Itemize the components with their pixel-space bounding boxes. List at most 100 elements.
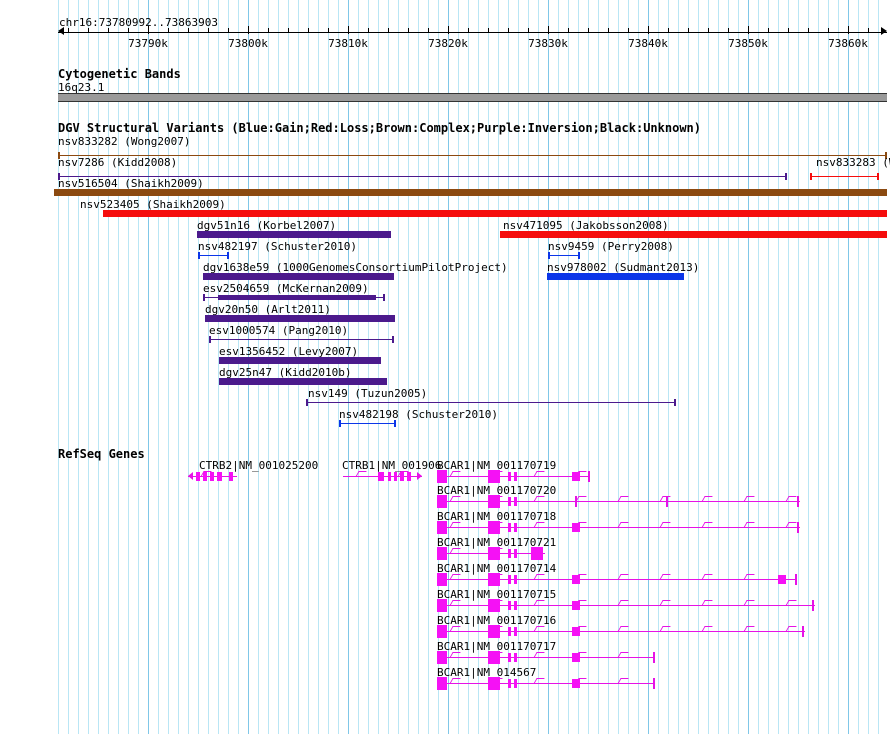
dgv-variant-label[interactable]: dgv51n16 (Korbel2007)	[197, 219, 337, 232]
dgv-variant-label[interactable]: nsv482197 (Schuster2010)	[198, 240, 357, 253]
dgv-variant-label[interactable]: nsv833282 (Wong2007)	[58, 135, 191, 148]
refseq-gene-model[interactable]	[0, 651, 890, 664]
gene-exon[interactable]	[488, 470, 500, 483]
refseq-gene-model[interactable]	[0, 573, 890, 586]
dgv-variant-label[interactable]: nsv149 (Tuzun2005)	[308, 387, 428, 400]
dgv-variant-label[interactable]: nsv978002 (Sudmant2013)	[547, 261, 700, 274]
gene-exon[interactable]	[572, 523, 580, 532]
refseq-gene-model[interactable]	[0, 470, 890, 483]
dgv-variant-bar[interactable]	[548, 255, 580, 256]
gene-exon[interactable]	[514, 472, 517, 481]
refseq-gene-model[interactable]	[0, 470, 890, 483]
gene-exon[interactable]	[572, 627, 580, 636]
gene-exon[interactable]	[514, 601, 517, 610]
gene-exon[interactable]	[437, 651, 447, 664]
gene-exon[interactable]	[203, 472, 207, 481]
gene-exon[interactable]	[572, 575, 580, 584]
gene-exon[interactable]	[514, 679, 517, 688]
refseq-gene-label[interactable]: CTRB1|NM_001906	[342, 459, 442, 472]
gene-exon[interactable]	[508, 523, 511, 532]
cytoband-bar[interactable]	[58, 93, 887, 102]
gene-exon[interactable]	[488, 625, 500, 638]
refseq-gene-label[interactable]: BCAR1|NM_001170714	[437, 562, 557, 575]
gene-exon[interactable]	[437, 573, 447, 586]
gene-exon[interactable]	[508, 627, 511, 636]
gene-exon[interactable]	[572, 472, 580, 481]
dgv-variant-label[interactable]: nsv523405 (Shaikh2009)	[80, 198, 226, 211]
dgv-variant-bar[interactable]	[58, 176, 787, 177]
dgv-variant-label[interactable]: esv1356452 (Levy2007)	[219, 345, 359, 358]
gene-exon[interactable]	[508, 679, 511, 688]
dgv-variant-label[interactable]: dgv1638e59 (1000GenomesConsortiumPilotPr…	[203, 261, 508, 274]
gene-exon[interactable]	[437, 547, 447, 560]
gene-exon[interactable]	[437, 677, 447, 690]
dgv-variant-label[interactable]: nsv516504 (Shaikh2009)	[58, 177, 204, 190]
gene-exon[interactable]	[437, 599, 447, 612]
dgv-variant-bar[interactable]	[339, 423, 396, 424]
refseq-gene-label[interactable]: BCAR1|NM_001170721	[437, 536, 557, 549]
gene-exon[interactable]	[531, 547, 543, 560]
gene-exon[interactable]	[572, 679, 580, 688]
dgv-variant-bar[interactable]	[203, 273, 394, 280]
refseq-gene-label[interactable]: BCAR1|NM_001170719	[437, 459, 557, 472]
dgv-variant-bar[interactable]	[198, 255, 229, 256]
gene-exon[interactable]	[508, 549, 511, 558]
refseq-gene-model[interactable]	[0, 599, 890, 612]
dgv-variant-bar[interactable]	[205, 315, 395, 322]
gene-exon[interactable]	[514, 653, 517, 662]
gene-exon[interactable]	[400, 472, 404, 481]
gene-exon[interactable]	[514, 549, 517, 558]
gene-exon[interactable]	[488, 599, 500, 612]
dgv-variant-label[interactable]: dgv25n47 (Kidd2010b)	[219, 366, 352, 379]
gene-exon[interactable]	[572, 653, 580, 662]
gene-exon[interactable]	[488, 547, 500, 560]
gene-exon[interactable]	[378, 472, 384, 481]
gene-exon[interactable]	[488, 521, 500, 534]
gene-exon[interactable]	[437, 625, 447, 638]
dgv-variant-bar[interactable]	[219, 357, 381, 364]
gene-exon[interactable]	[196, 472, 200, 481]
gene-exon[interactable]	[508, 575, 511, 584]
gene-exon[interactable]	[572, 601, 580, 610]
gene-exon[interactable]	[437, 521, 447, 534]
gene-exon[interactable]	[514, 575, 517, 584]
refseq-gene-model[interactable]	[0, 677, 890, 690]
dgv-variant-bar[interactable]	[54, 189, 887, 196]
gene-exon[interactable]	[488, 677, 500, 690]
gene-exon[interactable]	[514, 497, 517, 506]
dgv-variant-core[interactable]	[218, 295, 376, 300]
gene-exon[interactable]	[508, 653, 511, 662]
dgv-variant-bar[interactable]	[306, 402, 676, 403]
gene-exon[interactable]	[778, 575, 786, 584]
refseq-gene-model[interactable]	[0, 625, 890, 638]
refseq-gene-label[interactable]: BCAR1|NM_001170720	[437, 484, 557, 497]
gene-exon[interactable]	[488, 495, 500, 508]
gene-exon[interactable]	[437, 470, 447, 483]
gene-exon[interactable]	[508, 472, 511, 481]
gene-exon[interactable]	[217, 472, 222, 481]
gene-exon[interactable]	[407, 472, 411, 481]
gene-exon[interactable]	[229, 472, 233, 481]
dgv-variant-bar[interactable]	[219, 378, 387, 385]
gene-exon[interactable]	[210, 472, 214, 481]
gene-exon[interactable]	[394, 472, 397, 481]
dgv-variant-label[interactable]: nsv7286 (Kidd2008)	[58, 156, 178, 169]
refseq-gene-label[interactable]: BCAR1|NM_001170718	[437, 510, 557, 523]
refseq-gene-model[interactable]	[0, 547, 890, 560]
gene-exon[interactable]	[488, 651, 500, 664]
dgv-variant-label[interactable]: nsv471095 (Jakobsson2008)	[503, 219, 669, 232]
gene-exon[interactable]	[508, 601, 511, 610]
refseq-gene-label[interactable]: BCAR1|NM_001170715	[437, 588, 557, 601]
ruler-axis[interactable]	[58, 32, 887, 33]
dgv-variant-label[interactable]: esv1000574 (Pang2010)	[209, 324, 349, 337]
dgv-variant-label[interactable]: dgv20n50 (Arlt2011)	[205, 303, 331, 316]
dgv-variant-bar[interactable]	[500, 231, 887, 238]
gene-exon[interactable]	[508, 497, 511, 506]
gene-exon[interactable]	[514, 523, 517, 532]
gene-exon[interactable]	[488, 573, 500, 586]
dgv-variant-bar[interactable]	[58, 155, 887, 156]
refseq-gene-label[interactable]: BCAR1|NM_001170716	[437, 614, 557, 627]
dgv-variant-bar[interactable]	[103, 210, 887, 217]
dgv-variant-label[interactable]: nsv9459 (Perry2008)	[548, 240, 674, 253]
refseq-gene-label[interactable]: BCAR1|NM_014567	[437, 666, 537, 679]
